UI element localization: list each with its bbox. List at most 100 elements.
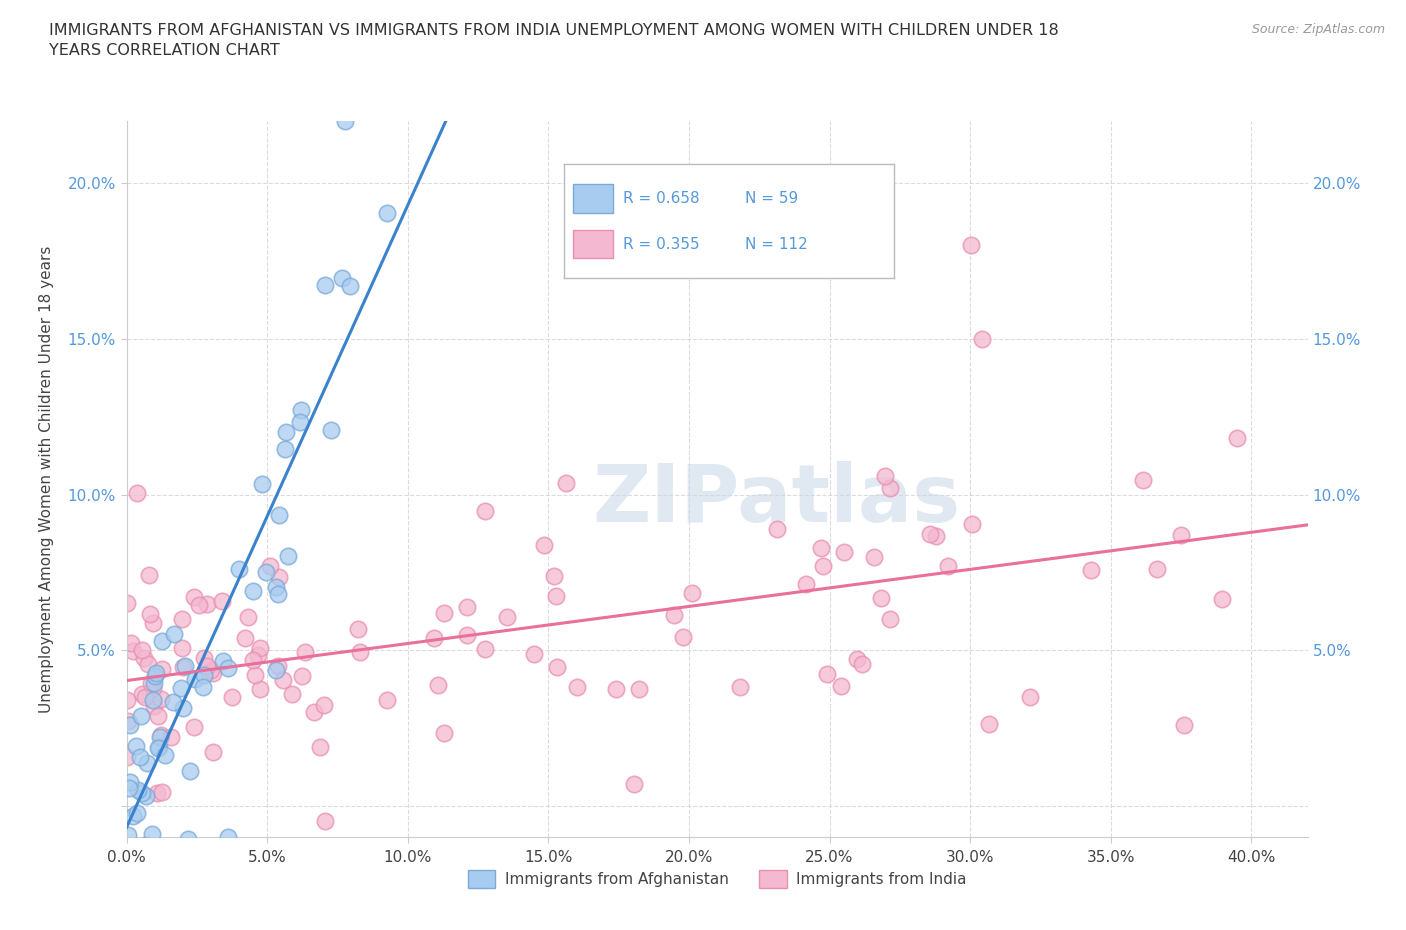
Point bbox=[543, 568, 565, 583]
Point bbox=[315, 277, 337, 292]
Point bbox=[141, 675, 163, 690]
Point bbox=[623, 777, 645, 791]
Point bbox=[202, 745, 225, 760]
Point bbox=[1146, 561, 1168, 576]
Point bbox=[155, 748, 177, 763]
Point bbox=[243, 668, 266, 683]
Point bbox=[127, 783, 149, 798]
Point bbox=[246, 648, 269, 663]
Point bbox=[121, 644, 143, 658]
Point bbox=[142, 681, 165, 696]
Point bbox=[375, 206, 398, 220]
Point bbox=[125, 738, 148, 753]
Point bbox=[810, 540, 832, 555]
Point bbox=[456, 600, 478, 615]
Point bbox=[128, 750, 150, 764]
Point bbox=[211, 593, 233, 608]
Point bbox=[238, 610, 260, 625]
Point bbox=[193, 668, 215, 683]
Point bbox=[254, 565, 277, 579]
Text: IMMIGRANTS FROM AFGHANISTAN VS IMMIGRANTS FROM INDIA UNEMPLOYMENT AMONG WOMEN WI: IMMIGRANTS FROM AFGHANISTAN VS IMMIGRANT… bbox=[49, 23, 1059, 58]
Point bbox=[145, 854, 167, 869]
Point bbox=[879, 612, 901, 627]
Point bbox=[312, 698, 335, 712]
Point bbox=[183, 719, 205, 734]
Point bbox=[308, 739, 330, 754]
Point bbox=[920, 526, 942, 541]
Point bbox=[228, 562, 250, 577]
Point bbox=[162, 694, 184, 709]
Point bbox=[474, 504, 496, 519]
Point bbox=[129, 860, 152, 875]
Point bbox=[200, 663, 222, 678]
Point bbox=[138, 606, 160, 621]
Point bbox=[233, 631, 256, 645]
Point bbox=[150, 662, 173, 677]
Point bbox=[135, 837, 157, 852]
Legend: Immigrants from Afghanistan, Immigrants from India: Immigrants from Afghanistan, Immigrants … bbox=[461, 864, 973, 894]
Point bbox=[170, 641, 193, 656]
Point bbox=[115, 595, 138, 610]
Point bbox=[427, 678, 450, 693]
Point bbox=[433, 605, 456, 620]
Point bbox=[188, 597, 211, 612]
Point bbox=[925, 529, 948, 544]
Point bbox=[195, 597, 218, 612]
Point bbox=[149, 691, 172, 706]
Point bbox=[832, 544, 855, 559]
Point bbox=[375, 693, 398, 708]
Point bbox=[960, 238, 983, 253]
Point bbox=[163, 627, 186, 642]
Point bbox=[193, 680, 215, 695]
Point bbox=[264, 663, 287, 678]
Point bbox=[681, 586, 703, 601]
Point bbox=[264, 580, 287, 595]
Point bbox=[131, 786, 153, 801]
Point bbox=[730, 680, 752, 695]
Point bbox=[115, 750, 138, 764]
Point bbox=[150, 785, 173, 800]
Point bbox=[267, 658, 290, 673]
Point bbox=[145, 666, 167, 681]
Point bbox=[221, 689, 243, 704]
Point bbox=[138, 657, 160, 671]
Point bbox=[456, 628, 478, 643]
Point bbox=[149, 730, 172, 745]
Point bbox=[875, 468, 897, 483]
Point bbox=[142, 675, 165, 690]
Point bbox=[605, 681, 627, 696]
Point bbox=[1226, 431, 1249, 445]
Point bbox=[1019, 689, 1042, 704]
Point bbox=[149, 728, 172, 743]
Point bbox=[146, 786, 169, 801]
Point bbox=[347, 621, 370, 636]
Point bbox=[332, 271, 354, 286]
Point bbox=[115, 693, 138, 708]
Point bbox=[495, 610, 517, 625]
Point bbox=[815, 667, 838, 682]
Point bbox=[870, 591, 893, 605]
Point bbox=[970, 331, 993, 346]
Point bbox=[1132, 472, 1154, 487]
Point bbox=[138, 567, 160, 582]
Point bbox=[143, 668, 166, 683]
Point bbox=[139, 850, 162, 865]
Point bbox=[433, 725, 456, 740]
Point bbox=[546, 659, 568, 674]
Point bbox=[120, 636, 142, 651]
Point bbox=[555, 475, 578, 490]
Point bbox=[339, 278, 361, 293]
Point bbox=[172, 700, 194, 715]
Point bbox=[249, 640, 271, 655]
Point bbox=[533, 538, 555, 552]
Point bbox=[177, 831, 200, 846]
Text: ZIPatlas: ZIPatlas bbox=[592, 461, 960, 539]
Point bbox=[159, 729, 181, 744]
Point bbox=[664, 607, 686, 622]
Point bbox=[960, 516, 983, 531]
Point bbox=[302, 705, 325, 720]
Point bbox=[830, 678, 852, 693]
Point bbox=[118, 780, 141, 795]
Point bbox=[242, 653, 264, 668]
Point bbox=[936, 559, 959, 574]
